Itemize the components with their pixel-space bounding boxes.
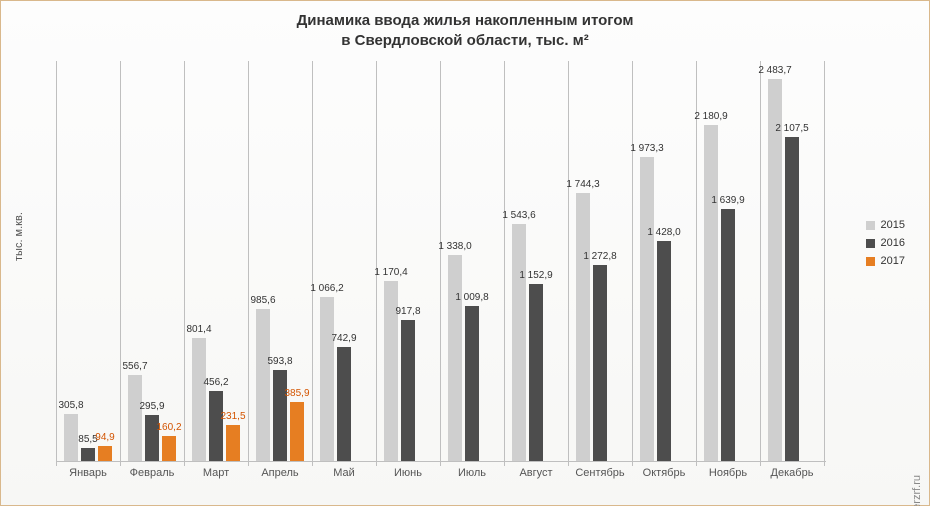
bar-group: 1 543,61 152,9Август <box>504 61 568 461</box>
x-tick <box>824 61 825 466</box>
bar-value-label: 295,9 <box>139 401 164 412</box>
bar-value-label: 1 428,0 <box>647 227 680 238</box>
bar-group: 985,6593,8385,9Апрель <box>248 61 312 461</box>
x-category-label: Май <box>312 461 376 479</box>
bar-value-label: 593,8 <box>267 356 292 367</box>
y-axis-label: тыс. м.кв. <box>13 212 25 261</box>
bar <box>320 297 334 461</box>
bar-group: 305,885,594,9Январь <box>56 61 120 461</box>
bar-value-label: 1 272,8 <box>583 251 616 262</box>
bar-value-label: 385,9 <box>284 388 309 399</box>
bar-group: 801,4456,2231,5Март <box>184 61 248 461</box>
bar <box>768 79 782 461</box>
chart-frame: Динамика ввода жилья накопленным итогом … <box>0 0 930 506</box>
legend-label: 2016 <box>881 237 905 249</box>
bar-value-label: 2 180,9 <box>694 111 727 122</box>
x-category-label: Декабрь <box>760 461 824 479</box>
x-category-label: Февраль <box>120 461 184 479</box>
x-category-label: Октябрь <box>632 461 696 479</box>
watermark: © erzrf.ru <box>911 475 923 506</box>
bar <box>209 391 223 461</box>
bar <box>512 224 526 461</box>
bar <box>529 284 543 461</box>
legend-label: 2015 <box>881 219 905 231</box>
bar <box>401 320 415 461</box>
x-category-label: Ноябрь <box>696 461 760 479</box>
bar-value-label: 801,4 <box>186 324 211 335</box>
bar-value-label: 917,8 <box>395 306 420 317</box>
legend-item: 2015 <box>866 216 905 234</box>
bar <box>704 125 718 461</box>
bar-value-label: 456,2 <box>203 377 228 388</box>
bar-value-label: 1 973,3 <box>630 143 663 154</box>
bar-group: 556,7295,9160,2Февраль <box>120 61 184 461</box>
bar <box>162 436 176 461</box>
bar <box>290 402 304 461</box>
bar <box>785 137 799 461</box>
bar-value-label: 742,9 <box>331 333 356 344</box>
bar-value-label: 1 338,0 <box>438 241 471 252</box>
bar-value-label: 231,5 <box>220 411 245 422</box>
legend-item: 2017 <box>866 252 905 270</box>
legend-swatch <box>866 257 875 266</box>
x-category-label: Август <box>504 461 568 479</box>
legend-label: 2017 <box>881 255 905 267</box>
bar-group: 1 066,2742,9Май <box>312 61 376 461</box>
bar <box>448 255 462 461</box>
x-category-label: Март <box>184 461 248 479</box>
bar-value-label: 556,7 <box>122 361 147 372</box>
bar <box>226 425 240 461</box>
bar <box>657 241 671 461</box>
legend-item: 2016 <box>866 234 905 252</box>
chart-title: Динамика ввода жилья накопленным итогом … <box>1 11 929 52</box>
bar-group: 1 338,01 009,8Июль <box>440 61 504 461</box>
chart-title-line1: Динамика ввода жилья накопленным итогом <box>297 12 634 29</box>
bar-value-label: 985,6 <box>250 295 275 306</box>
bar <box>192 338 206 461</box>
bar-value-label: 2 483,7 <box>758 65 791 76</box>
chart-title-line2: в Свердловской области, тыс. м² <box>341 32 589 49</box>
bar-value-label: 94,9 <box>95 432 114 443</box>
bar-group: 1 744,31 272,8Сентябрь <box>568 61 632 461</box>
bar-value-label: 1 066,2 <box>310 283 343 294</box>
bar <box>337 347 351 461</box>
bar-value-label: 160,2 <box>156 422 181 433</box>
bar <box>576 193 590 461</box>
bar <box>640 157 654 461</box>
bar-group: 1 973,31 428,0Октябрь <box>632 61 696 461</box>
bar-value-label: 1 543,6 <box>502 210 535 221</box>
bar-group: 2 483,72 107,5Декабрь <box>760 61 824 461</box>
bar-value-label: 2 107,5 <box>775 123 808 134</box>
bar-value-label: 1 744,3 <box>566 179 599 190</box>
bar <box>81 448 95 461</box>
bar <box>273 370 287 461</box>
bar <box>465 306 479 461</box>
bar-value-label: 305,8 <box>58 400 83 411</box>
x-category-label: Июнь <box>376 461 440 479</box>
bar <box>721 209 735 461</box>
bar <box>98 446 112 461</box>
bar-group: 1 170,4917,8Июнь <box>376 61 440 461</box>
x-category-label: Июль <box>440 461 504 479</box>
bar-value-label: 1 152,9 <box>519 270 552 281</box>
bar-value-label: 1 639,9 <box>711 195 744 206</box>
bar <box>128 375 142 461</box>
legend: 2015 2016 2017 <box>866 216 905 270</box>
bar-value-label: 1 009,8 <box>455 292 488 303</box>
bar <box>64 414 78 461</box>
bar <box>593 265 607 461</box>
legend-swatch <box>866 239 875 248</box>
bar-value-label: 1 170,4 <box>374 267 407 278</box>
plot-area: 305,885,594,9Январь556,7295,9160,2Феврал… <box>56 61 826 462</box>
bar <box>256 309 270 461</box>
legend-swatch <box>866 221 875 230</box>
x-category-label: Январь <box>56 461 120 479</box>
x-category-label: Апрель <box>248 461 312 479</box>
bar-group: 2 180,91 639,9Ноябрь <box>696 61 760 461</box>
x-category-label: Сентябрь <box>568 461 632 479</box>
